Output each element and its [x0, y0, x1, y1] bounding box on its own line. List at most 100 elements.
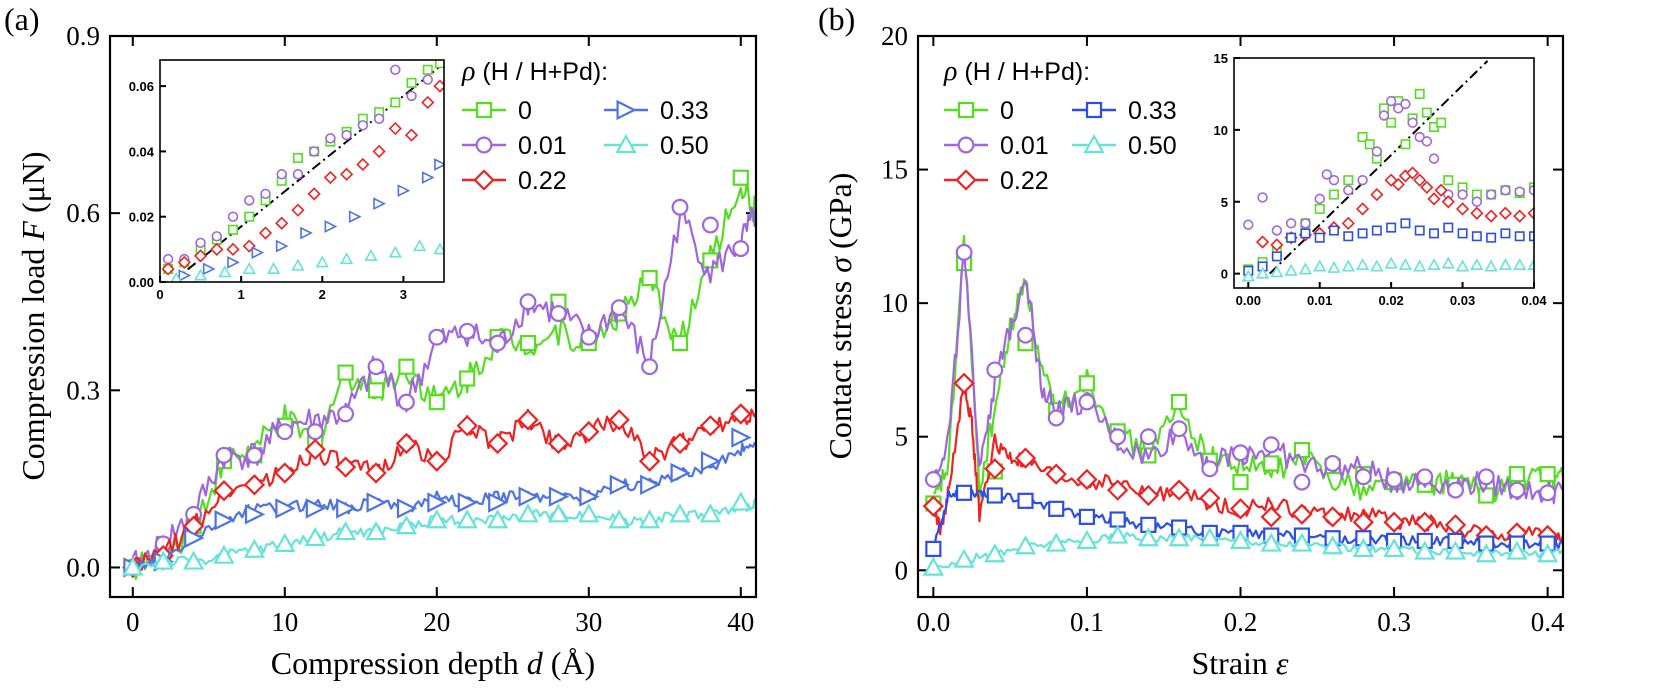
series-marker-0.50 [274, 532, 296, 552]
panel-b: (b) 0.0 0.1 0.2 0.3 0.4 0 5 10 15 20 Strain ε Con… [818, 1, 1565, 681]
series-marker-0.01 [1262, 436, 1280, 454]
series-marker-0.50 [1137, 527, 1159, 547]
y-tick-label: 10 [881, 288, 908, 318]
inset-marker-0.01 [1378, 110, 1390, 121]
inset-marker-0.50 [315, 255, 329, 268]
x-tick-label: 0.0 [916, 607, 950, 637]
inset-marker-0.22 [1355, 202, 1370, 216]
series-line-0.33 [131, 442, 756, 571]
inset-marker-0.22 [1420, 180, 1434, 194]
inset-y-tick-label: 0 [1221, 267, 1228, 282]
panel-a-x-axis-title: Compression depth d (Å) [271, 645, 595, 681]
inset-marker-0.33 [1271, 251, 1282, 262]
series-marker-0.33 [488, 492, 509, 513]
inset-marker-0.22 [226, 242, 240, 256]
inset-y-tick-label: 5 [1221, 195, 1228, 210]
inset-marker-0 [434, 60, 444, 69]
series-marker-0.01 [1201, 460, 1219, 478]
series-marker-0.50 [456, 509, 478, 529]
inset-marker-0.01 [1457, 189, 1468, 200]
series-marker-0.01 [215, 446, 233, 464]
inset-marker-0 [1421, 107, 1432, 118]
series-marker-0.50 [1414, 540, 1436, 560]
inset-marker-0.33 [1329, 225, 1340, 236]
y-tick-label: 0.9 [66, 21, 100, 51]
inset-marker-0.50 [1255, 266, 1270, 279]
series-marker-0 [671, 334, 689, 352]
inset-marker-0.01 [1428, 153, 1440, 164]
legend-label-0.22: 0.22 [518, 167, 567, 195]
series-marker-0.33 [1048, 500, 1065, 517]
inset-marker-0.33 [1314, 232, 1325, 243]
inset-marker-0.50 [413, 239, 427, 252]
series-marker-0.33 [731, 427, 752, 448]
y-tick-label: 0.0 [66, 552, 100, 582]
legend-label-0.50: 0.50 [1128, 132, 1177, 160]
inset-marker-0.01 [1357, 174, 1368, 186]
inset-marker-0.33 [178, 269, 192, 282]
series-marker-0.01 [1385, 471, 1403, 488]
legend-marker-0.33 [1085, 101, 1103, 119]
inset-marker-0.22 [1341, 216, 1355, 230]
series-marker-0.01 [306, 423, 324, 441]
inset-marker-0.33 [1300, 228, 1311, 239]
series-marker-0.50 [426, 509, 448, 529]
inset-marker-0.50 [1484, 259, 1498, 272]
inset-marker-0.01 [1285, 218, 1297, 229]
inset-marker-0.01 [1314, 193, 1325, 205]
legend-label-0: 0 [1000, 97, 1014, 125]
inset-marker-0.50 [1270, 265, 1284, 278]
inset-marker-0.01 [341, 129, 352, 141]
series-marker-0.01 [610, 299, 628, 317]
inset-marker-0.22 [307, 187, 321, 201]
inset-frame [159, 59, 445, 283]
series-marker-0.22 [426, 450, 448, 472]
series-marker-0.50 [1045, 532, 1067, 552]
inset-marker-0 [406, 77, 417, 88]
inset-y-tick-label: 0.04 [129, 144, 155, 159]
inset-marker-0.01 [390, 64, 401, 76]
inset-marker-0.33 [1471, 231, 1482, 242]
legend-marker-0.50 [615, 133, 637, 154]
inset-x-tick-label: 0.04 [1521, 293, 1547, 308]
inset-marker-0.50 [1355, 258, 1370, 271]
series-marker-0 [732, 169, 749, 186]
series-line-0.50 [932, 531, 1563, 569]
series-marker-0.01 [1109, 428, 1127, 446]
series-marker-0.22 [608, 409, 630, 431]
series-marker-0.33 [1109, 511, 1126, 528]
series-marker-0.22 [243, 474, 266, 496]
inset-x-tick-label: 3 [400, 287, 407, 302]
panel-b-x-axis-title: Strain ε [1191, 645, 1288, 681]
series-marker-0.01 [1354, 468, 1372, 486]
legend-marker-0.01 [957, 136, 975, 154]
series-marker-0.22 [1291, 503, 1313, 525]
series-marker-0 [398, 358, 415, 375]
inset-marker-0.50 [364, 248, 378, 261]
inset-marker-0.01 [211, 231, 223, 242]
series-marker-0.50 [1076, 529, 1098, 550]
inset-marker-0.22 [1434, 183, 1448, 197]
inset-marker-0.33 [1371, 225, 1382, 236]
inset-fit-line [171, 62, 444, 282]
inset-marker-0.50 [1513, 258, 1527, 271]
inset-marker-0.33 [1529, 231, 1534, 242]
panel-b-y-axis-title: Contact stress σ (GPa) [822, 173, 858, 460]
inset-marker-0 [1343, 175, 1354, 186]
series-marker-0.50 [304, 526, 326, 547]
x-tick-label: 0.3 [1377, 607, 1411, 637]
series-marker-0.33 [609, 474, 631, 495]
inset-marker-0.01 [1243, 219, 1254, 230]
inset-x-tick-label: 2 [319, 287, 326, 302]
inset-marker-0.22 [1470, 206, 1484, 220]
series-marker-0.01 [1416, 468, 1434, 486]
inset-marker-0 [1400, 139, 1411, 150]
series-marker-0.50 [1475, 543, 1497, 563]
inset-marker-0.22 [1384, 173, 1398, 187]
inset-marker-0.50 [1441, 256, 1455, 269]
series-marker-0.22 [1106, 479, 1129, 501]
inset-background [1234, 58, 1534, 288]
series-marker-0 [1478, 487, 1495, 504]
series-marker-0.50 [486, 509, 509, 529]
series-marker-0.01 [955, 243, 973, 261]
